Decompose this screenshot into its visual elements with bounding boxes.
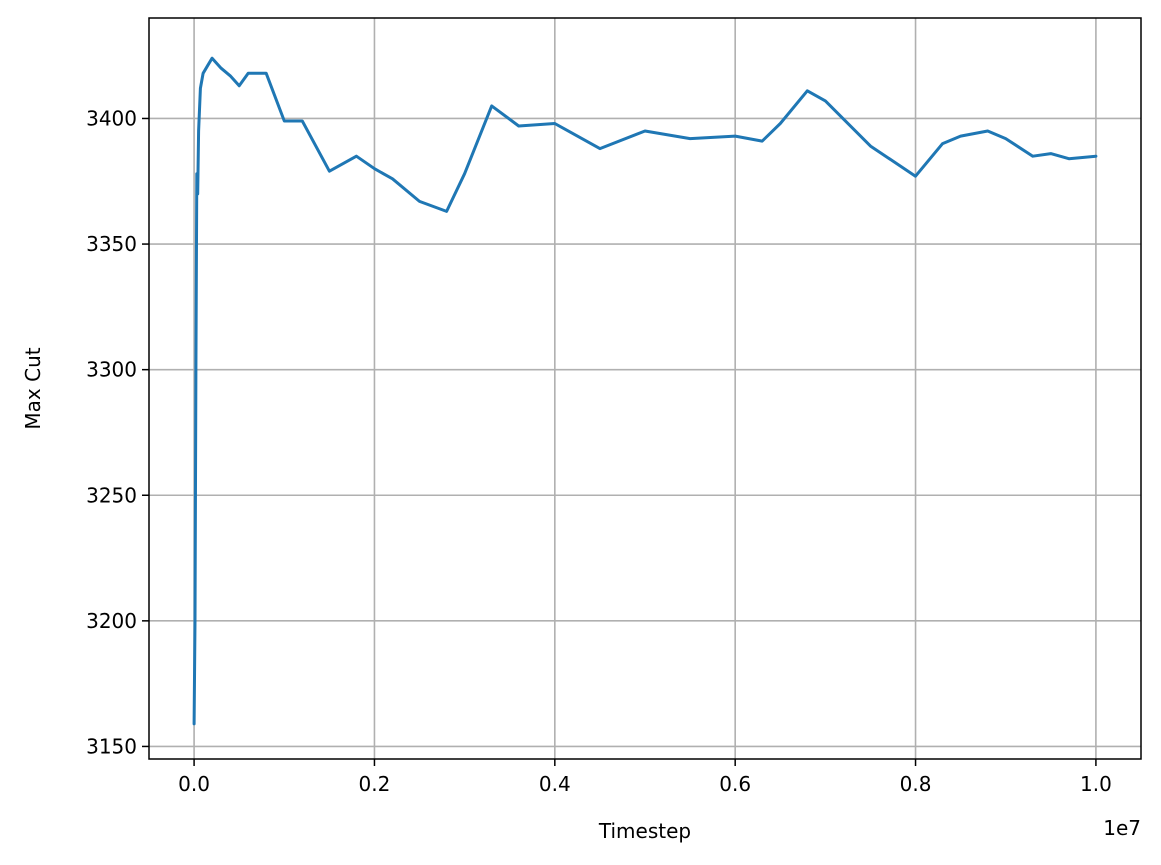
x-tick-label: 0.8 xyxy=(900,772,932,796)
y-tick-label: 3200 xyxy=(86,609,137,633)
x-axis-offset-label: 1e7 xyxy=(1103,816,1141,840)
y-tick-label: 3350 xyxy=(86,232,137,256)
x-tick-label: 0.0 xyxy=(178,772,210,796)
y-axis-label: Max Cut xyxy=(21,347,45,429)
plot-frame xyxy=(148,17,1142,760)
grid xyxy=(149,18,1141,759)
y-tick-label: 3250 xyxy=(86,483,137,507)
line-series xyxy=(192,56,1098,726)
y-tick-label: 3400 xyxy=(86,106,137,130)
y-tick-label: 3300 xyxy=(86,358,137,382)
x-axis-label: Timestep xyxy=(598,819,691,843)
x-tick-label: 0.4 xyxy=(539,772,571,796)
x-tick-label: 0.2 xyxy=(359,772,391,796)
series-line xyxy=(192,56,1098,726)
x-tick-label: 1.0 xyxy=(1080,772,1112,796)
axis-ticks: 0.0 0.2 0.4 0.6 0.8 1.0 3150 3200 3250 3300 3350 34… xyxy=(86,106,1112,796)
x-tick-label: 0.6 xyxy=(719,772,751,796)
y-tick-label: 3150 xyxy=(86,734,137,758)
